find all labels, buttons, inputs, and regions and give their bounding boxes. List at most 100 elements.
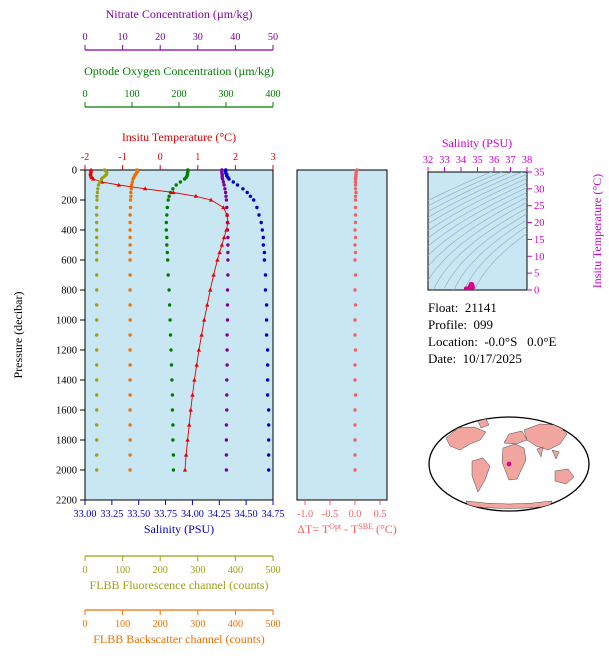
temperature-marker [224, 227, 229, 232]
fluorescence-marker [95, 243, 99, 247]
temperature-marker [199, 332, 204, 337]
backscatter-marker [128, 273, 132, 277]
delta-t-title-sup: Opt [329, 522, 342, 531]
temperature-marker [143, 186, 148, 191]
temperature-marker [182, 467, 188, 472]
fluorescence-marker [95, 363, 99, 367]
delta-t-marker [353, 180, 358, 184]
oxygen-marker [178, 180, 183, 184]
backscatter-marker [128, 318, 132, 322]
salinity-marker [235, 183, 240, 187]
temperature-tick-label: -1 [118, 152, 127, 163]
fluorescence-marker [95, 258, 99, 262]
delta-t-marker [353, 378, 357, 382]
ts-marker [470, 285, 475, 290]
oxygen-marker [171, 187, 175, 191]
ts-temperature-tick-label: 0 [534, 286, 539, 297]
nitrate-marker [224, 194, 228, 198]
salinity-marker [262, 258, 267, 262]
nitrate-marker [225, 303, 230, 307]
delta-t-marker [353, 243, 357, 247]
delta-t-axis-title: ΔT= TOpt - TSBE (°C) [297, 522, 397, 536]
series-backscatter [128, 168, 140, 472]
series-salinity [224, 168, 271, 472]
series-temperature [88, 167, 231, 472]
salinity-tick-label: 34.75 [262, 509, 285, 520]
salinity-tick-label: 34.50 [235, 509, 258, 520]
temperature-tick-label: 3 [270, 152, 275, 163]
oxygen-marker [174, 183, 178, 187]
delta-t-marker [353, 187, 358, 191]
main-plot-area [84, 169, 274, 501]
temperature-marker [202, 317, 207, 322]
delta-t-marker [353, 258, 357, 262]
nitrate-marker [224, 423, 229, 427]
ts-salinity-tick-label: 37 [505, 155, 516, 166]
delta-t-tick-label: -1.0 [297, 509, 313, 520]
temperature-marker [225, 220, 231, 225]
salinity-marker [267, 423, 271, 427]
axis-salinity: 33.00 33.25 33.50 33.75 34.00 34.25 34.50 34.75 [74, 500, 285, 520]
temperature-axis-title: Insitu Temperature (°C) [122, 130, 236, 144]
delta-t-title-part: ΔT= T [297, 522, 330, 536]
nitrate-marker [220, 177, 225, 181]
delta-t-marker [353, 453, 357, 457]
nitrate-marker [226, 258, 230, 262]
pressure-tick-label: 0 [72, 166, 77, 177]
temperature-tick-label: 0 [158, 152, 163, 163]
float-location-marker [506, 461, 512, 467]
oxygen-marker [170, 408, 175, 412]
axis-delta-t: -1.0 -0.5 0.0 0.5 [297, 500, 386, 520]
oxygen-tick-label: 300 [218, 89, 233, 100]
backscatter-tick-label: 100 [115, 619, 130, 630]
nitrate-tick-label: 30 [193, 32, 203, 43]
salinity-marker [263, 288, 268, 292]
delta-t-marker [353, 250, 358, 255]
fluorescence-marker [95, 408, 99, 412]
oxygen-marker [164, 220, 168, 225]
temperature-marker [221, 205, 226, 210]
axis-temperature: -2 -1 0 1 2 3 [81, 152, 276, 170]
temperature-marker [116, 182, 121, 187]
nitrate-marker [225, 348, 229, 352]
salinity-marker [245, 190, 249, 195]
oxygen-marker [168, 318, 172, 322]
delta-t-marker [353, 235, 358, 240]
fluorescence-marker [95, 453, 99, 457]
salinity-marker [260, 228, 264, 232]
backscatter-marker [128, 408, 132, 412]
oxygen-marker [166, 273, 170, 277]
fluorescence-marker [95, 468, 99, 472]
temperature-tick-label: 1 [195, 152, 200, 163]
fluorescence-marker [95, 393, 99, 397]
temperature-marker [190, 392, 195, 397]
axis-nitrate: 0 10 20 30 40 50 [82, 32, 278, 51]
oxygen-axis-title: Optode Oxygen Concentration (µm/kg) [84, 64, 274, 78]
backscatter-marker [128, 250, 132, 255]
series-oxygen [164, 168, 190, 472]
salinity-marker [265, 378, 270, 382]
fluorescence-marker [95, 378, 99, 382]
ts-temperature-tick-label: 15 [534, 235, 545, 246]
delta-t-tick-label: 0.0 [349, 509, 362, 520]
backscatter-marker [128, 333, 132, 337]
salinity-marker [255, 205, 259, 210]
fluorescence-marker [95, 273, 99, 277]
backscatter-marker [128, 303, 132, 307]
temperature-marker [215, 257, 220, 262]
temperature-marker [211, 272, 216, 277]
salinity-tick-label: 33.25 [100, 509, 123, 520]
oxygen-marker [169, 363, 174, 367]
temperature-marker [187, 422, 192, 427]
ts-salinity-axis-title: Salinity (PSU) [442, 136, 512, 150]
series-nitrate [220, 168, 230, 472]
salinity-marker [263, 273, 268, 277]
continent-australia [554, 468, 575, 485]
backscatter-marker [128, 393, 132, 397]
delta-t-title-part: - T [341, 522, 359, 536]
oxygen-marker [167, 288, 171, 292]
salinity-marker [264, 318, 269, 322]
density-contours [428, 172, 527, 290]
backscatter-marker [130, 180, 135, 184]
